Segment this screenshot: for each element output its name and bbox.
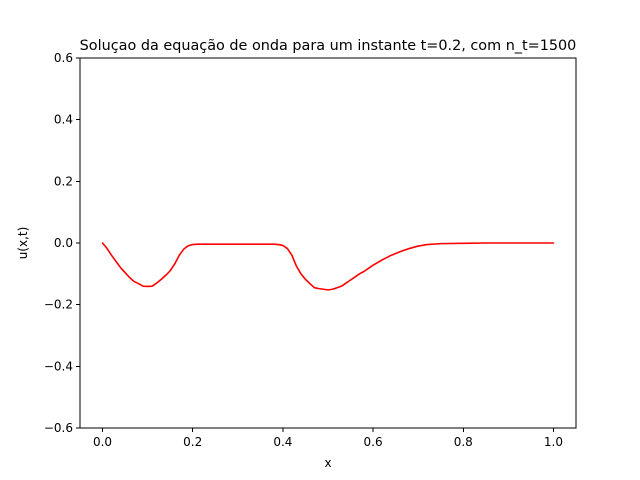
y-tick-label: −0.4 xyxy=(44,359,73,373)
x-tick-label: 0.8 xyxy=(454,435,473,449)
y-tick-label: 0.4 xyxy=(54,113,73,127)
axes-frame xyxy=(79,57,577,429)
x-axis-label: x xyxy=(324,456,331,470)
y-axis-ticks: −0.6 −0.4 −0.2 0.0 0.2 0.4 0.6 xyxy=(44,51,80,435)
series-line xyxy=(101,242,555,291)
y-tick-label: −0.6 xyxy=(44,421,73,435)
plot-area xyxy=(101,242,555,291)
x-tick-label: 0.2 xyxy=(183,435,202,449)
x-tick-label: 0.6 xyxy=(364,435,383,449)
x-tick-label: 1.0 xyxy=(544,435,563,449)
x-tick-label: 0.4 xyxy=(273,435,292,449)
y-tick-label: 0.0 xyxy=(54,236,73,250)
y-tick-label: 0.2 xyxy=(54,174,73,188)
y-tick-label: 0.6 xyxy=(54,51,73,65)
y-axis-label: u(x,t) xyxy=(16,227,30,260)
x-axis-ticks: 0.0 0.2 0.4 0.6 0.8 1.0 xyxy=(93,428,563,449)
chart-title: Soluçao da equação de onda para um insta… xyxy=(80,38,577,54)
x-tick-label: 0.0 xyxy=(93,435,112,449)
y-tick-label: −0.2 xyxy=(44,298,73,312)
